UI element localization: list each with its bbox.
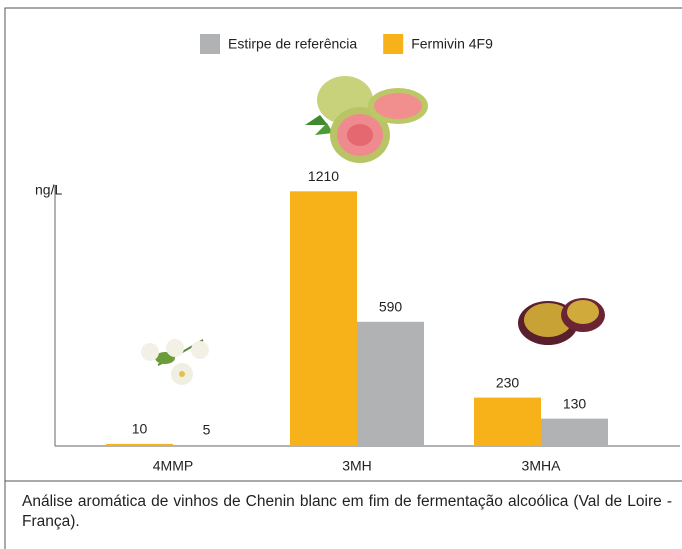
bar	[357, 322, 424, 446]
bar	[541, 419, 608, 446]
y-axis-label: ng/L	[35, 182, 62, 198]
legend-label: Estirpe de referência	[228, 36, 357, 52]
guava-icon	[305, 76, 428, 163]
legend-swatch	[200, 34, 220, 54]
x-tick-label: 3MH	[342, 458, 372, 474]
data-label: 130	[563, 395, 587, 411]
legend-label: Fermivin 4F9	[411, 36, 493, 52]
x-tick-label: 4MMP	[153, 458, 193, 474]
data-label: 5	[203, 422, 211, 438]
data-label: 230	[496, 374, 520, 390]
data-label: 10	[132, 421, 148, 437]
data-label: 590	[379, 299, 403, 315]
x-tick-label: 3MHA	[522, 458, 562, 474]
bar	[173, 445, 240, 446]
page: ng/L Estirpe de referência Fermivin 4F9 4M…	[0, 0, 682, 549]
caption: Análise aromática de vinhos de Chenin bl…	[22, 492, 672, 532]
passionfruit-icon	[518, 298, 605, 345]
bar	[290, 191, 357, 446]
bar	[106, 444, 173, 446]
data-label: 1210	[308, 168, 339, 184]
jasmine-icon	[141, 339, 209, 385]
chart: ng/L Estirpe de referência Fermivin 4F9 4M…	[0, 0, 682, 549]
legend-swatch	[383, 34, 403, 54]
bar	[474, 398, 541, 446]
